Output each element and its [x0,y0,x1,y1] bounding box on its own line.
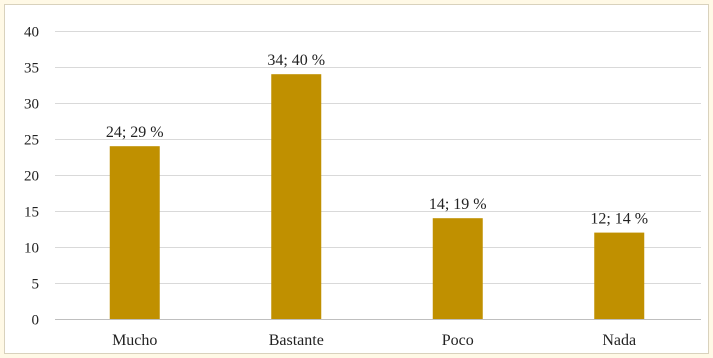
bar-mucho [109,146,160,319]
x-axis-categories: Mucho Bastante Poco Nada [112,332,636,349]
data-label: 14; 19 % [429,196,487,213]
y-tick-label: 40 [24,25,39,41]
bars [109,74,645,319]
bar-nada [594,232,645,319]
data-label: 24; 29 % [106,124,164,141]
grid [55,31,701,320]
category-label: Nada [602,332,636,349]
y-tick-label: 10 [24,241,39,257]
data-label: 12; 14 % [590,211,648,228]
chart-frame: 0 5 10 15 20 25 30 35 40 24; 29 % 34; 40 % 14; 19 … [4,4,709,354]
y-tick-label: 15 [24,205,39,221]
y-tick-label: 25 [24,133,39,149]
bar-bastante [271,74,322,319]
y-tick-label: 35 [24,61,39,77]
category-label: Poco [442,332,474,349]
y-tick-label: 0 [32,313,40,329]
bar-chart: 0 5 10 15 20 25 30 35 40 24; 29 % 34; 40 % 14; 19 … [24,25,701,349]
y-tick-label: 5 [32,277,40,293]
category-label: Bastante [269,332,324,349]
data-labels: 24; 29 % 34; 40 % 14; 19 % 12; 14 % [106,52,648,227]
bar-poco [432,218,483,319]
y-tick-label: 30 [24,97,39,113]
y-axis-ticks: 0 5 10 15 20 25 30 35 40 [24,25,39,329]
category-label: Mucho [112,332,157,349]
data-label: 34; 40 % [267,52,325,69]
y-tick-label: 20 [24,169,39,185]
